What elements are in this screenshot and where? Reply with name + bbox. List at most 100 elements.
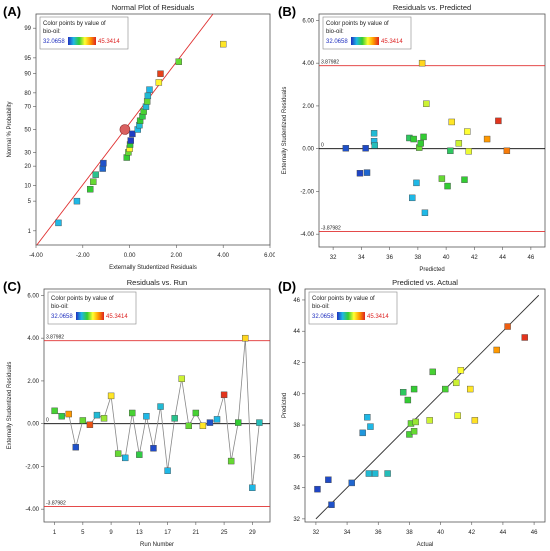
- y-tick-label: 99: [24, 26, 31, 32]
- data-point: [99, 165, 106, 172]
- x-tick-label: 32: [330, 255, 337, 261]
- y-tick-label: 70: [24, 105, 31, 111]
- x-tick-label: 13: [136, 530, 143, 536]
- legend-max-value: 45.3414: [381, 39, 403, 45]
- data-point: [423, 100, 430, 107]
- legend-color-scale: [76, 312, 104, 320]
- data-point: [178, 375, 185, 382]
- y-axis-label: Normal % Probability: [7, 101, 13, 157]
- y-tick-label: 42: [293, 360, 300, 366]
- data-point: [495, 117, 502, 125]
- data-point: [164, 467, 171, 474]
- data-point: [399, 389, 407, 396]
- data-point: [242, 334, 249, 342]
- data-point: [157, 403, 164, 410]
- data-point: [444, 182, 451, 190]
- y-tick-label: 44: [293, 329, 300, 335]
- residuals-vs-run-panel: (C) Residuals vs. Run Run Number Externally…: [0, 275, 275, 550]
- legend-title: Color points by value of: [43, 21, 106, 27]
- plot-area: [35, 13, 271, 246]
- data-point: [219, 40, 227, 48]
- y-tick-label: 6.00: [302, 18, 314, 24]
- data-point: [429, 368, 436, 376]
- zero-label: 0: [46, 418, 49, 424]
- data-point: [146, 86, 153, 93]
- panel-label: (A): [3, 4, 21, 19]
- data-point: [448, 118, 455, 126]
- data-point: [51, 407, 58, 415]
- data-point: [90, 178, 97, 185]
- x-tick-label: 44: [500, 530, 507, 536]
- y-axis-label: Externally Studentized Residuals: [7, 362, 13, 450]
- legend-min-value: 32.0658: [312, 314, 334, 320]
- data-point: [348, 479, 355, 487]
- data-point: [100, 415, 108, 422]
- residuals-vs-predicted-chart: (B) Residuals vs. Predicted Predicted Exter…: [278, 3, 546, 273]
- normal-plot-panel: (A) Normal Plot of Residuals Externally St…: [0, 0, 275, 275]
- legend-max-value: 45.3414: [106, 314, 128, 320]
- data-point: [359, 429, 366, 437]
- data-point: [413, 179, 420, 187]
- x-tick-label: -4.00: [29, 253, 43, 259]
- data-point: [100, 159, 107, 167]
- x-tick-label: 38: [415, 255, 422, 261]
- panel-label: (D): [278, 279, 296, 294]
- data-point: [471, 417, 479, 424]
- x-tick-label: 44: [499, 255, 506, 261]
- data-point: [127, 137, 134, 144]
- data-point: [157, 70, 164, 77]
- data-point: [129, 409, 136, 417]
- y-tick-label: 10: [24, 183, 31, 189]
- data-point: [342, 145, 350, 152]
- y-tick-label: 40: [293, 392, 300, 398]
- legend-max-value: 45.3414: [98, 39, 120, 45]
- data-point: [136, 451, 143, 458]
- y-tick-label: 4.00: [27, 336, 39, 342]
- y-tick-label: 1: [28, 229, 32, 235]
- data-point: [426, 417, 433, 424]
- data-point: [438, 175, 446, 182]
- chart-title: Normal Plot of Residuals: [112, 3, 195, 12]
- data-point: [367, 423, 374, 430]
- data-point: [371, 142, 378, 149]
- legend-subtitle: bio-oil:: [51, 304, 69, 310]
- data-point: [461, 176, 468, 183]
- x-axis-label: Run Number: [140, 542, 174, 548]
- data-point: [143, 98, 151, 105]
- data-point: [58, 412, 65, 420]
- data-point: [55, 219, 62, 227]
- data-point: [364, 414, 371, 421]
- data-point: [155, 79, 163, 86]
- data-point: [418, 59, 426, 67]
- x-tick-label: 21: [193, 530, 200, 536]
- y-tick-label: 34: [293, 486, 300, 492]
- legend-title: Color points by value of: [312, 296, 375, 302]
- data-point: [144, 92, 152, 100]
- data-point: [107, 392, 115, 400]
- legend-title: Color points by value of: [326, 21, 389, 27]
- data-point: [442, 385, 449, 393]
- data-point: [93, 411, 101, 419]
- y-tick-label: 95: [24, 56, 31, 62]
- x-tick-label: 46: [531, 530, 538, 536]
- data-point: [421, 209, 429, 216]
- legend-title: Color points by value of: [51, 296, 114, 302]
- x-tick-label: 2.00: [171, 253, 183, 259]
- data-point: [455, 140, 463, 147]
- data-point: [213, 416, 221, 423]
- data-point: [235, 419, 242, 426]
- x-tick-label: 4.00: [217, 253, 229, 259]
- residuals-vs-run-chart: (C) Residuals vs. Run Run Number Externally…: [3, 278, 271, 548]
- data-point: [171, 415, 178, 422]
- x-tick-label: 5: [81, 530, 85, 536]
- x-axis-label: Actual: [417, 542, 434, 548]
- data-point: [65, 410, 72, 418]
- chart-title: Predicted vs. Actual: [392, 278, 458, 287]
- data-point: [73, 197, 81, 205]
- legend-min-value: 32.0658: [51, 314, 73, 320]
- y-axis-label: Externally Studentized Residuals: [282, 87, 288, 175]
- data-point: [92, 171, 99, 178]
- data-point: [409, 194, 416, 202]
- x-axis-label: Predicted: [419, 267, 444, 273]
- y-tick-label: 36: [293, 454, 300, 460]
